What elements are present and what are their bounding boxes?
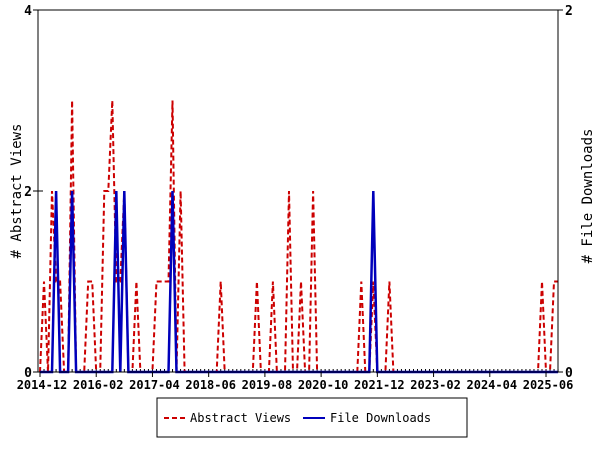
x-tick-label: 2017-04	[129, 378, 180, 392]
legend-label-file-downloads: File Downloads	[330, 411, 431, 425]
x-axis-labels: 2014-12 2016-02 2017-04 2018-06 2019-08 2020-…	[17, 372, 574, 392]
x-tick-label: 2016-02	[73, 378, 124, 392]
x-tick-label: 2014-12	[17, 378, 68, 392]
series-line-file-downloads	[40, 191, 558, 372]
x-tick-label: 2023-02	[410, 378, 461, 392]
x-tick-label: 2024-04	[467, 378, 518, 392]
x-tick-label: 2020-10	[298, 378, 349, 392]
y-axis-title: # Abstract Views	[9, 124, 25, 259]
y2-axis-title: # File Downloads	[580, 129, 596, 264]
y-tick-label: 2	[24, 185, 32, 200]
series-group	[40, 100, 558, 372]
y-tick-label: 4	[24, 4, 32, 19]
x-tick-label: 2025-06	[523, 378, 574, 392]
legend: Abstract Views File Downloads	[157, 398, 467, 437]
y2-tick-label: 2	[565, 4, 573, 19]
legend-label-abstract-views: Abstract Views	[190, 411, 291, 425]
x-tick-label: 2021-12	[354, 378, 405, 392]
x-tick-label: 2019-08	[242, 378, 293, 392]
x-tick-label: 2018-06	[185, 378, 236, 392]
